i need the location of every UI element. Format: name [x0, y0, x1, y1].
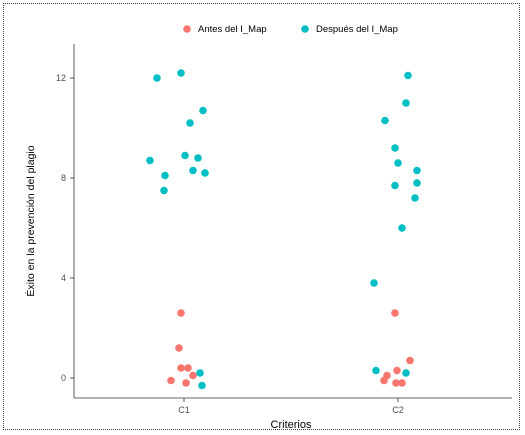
point-despues — [177, 69, 185, 77]
point-despues — [194, 154, 202, 162]
x-tick-label-c2: C2 — [392, 405, 404, 415]
point-despues — [413, 166, 421, 175]
point-antes — [189, 371, 197, 380]
legend-label-despues: Después del I_Map — [316, 24, 398, 35]
point-antes — [406, 356, 414, 365]
legend: Antes del I_Map Después del I_Map — [183, 24, 398, 35]
point-despues — [391, 144, 399, 152]
point-despues — [402, 99, 410, 107]
point-despues — [160, 186, 168, 195]
point-antes — [393, 366, 401, 375]
point-despues — [394, 159, 402, 167]
point-antes — [392, 379, 400, 387]
legend-label-antes: Antes del I_Map — [198, 24, 267, 35]
point-antes — [182, 379, 190, 387]
point-despues — [398, 224, 406, 232]
point-antes — [167, 376, 175, 385]
point-despues — [413, 179, 421, 187]
point-despues — [370, 279, 378, 287]
x-tick-label-c1: C1 — [178, 405, 190, 415]
point-despues — [198, 381, 206, 390]
x-axis-title: Criterios — [271, 419, 312, 431]
y-tick-label: 8 — [61, 173, 66, 183]
point-despues — [181, 151, 189, 160]
point-despues — [201, 169, 209, 177]
y-axis-title: Éxito en la prevención del plagio — [24, 145, 37, 296]
point-despues — [381, 116, 389, 125]
point-antes — [177, 364, 185, 372]
point-antes — [184, 364, 192, 372]
point-antes — [177, 309, 185, 317]
data-points — [146, 69, 421, 390]
y-tick-label: 12 — [56, 73, 66, 83]
point-despues — [402, 369, 410, 377]
y-tick-label: 4 — [61, 273, 66, 283]
legend-marker-antes — [183, 25, 191, 33]
chart-frame — [3, 3, 520, 430]
point-despues — [196, 369, 204, 377]
point-despues — [391, 181, 399, 190]
point-despues — [189, 166, 197, 175]
point-despues — [404, 71, 412, 80]
point-despues — [161, 171, 169, 180]
x-axis-ticks: C1 C2 — [178, 398, 404, 415]
point-despues — [186, 119, 194, 127]
point-antes — [391, 309, 399, 317]
point-despues — [199, 106, 207, 115]
point-antes — [175, 344, 183, 352]
y-tick-label: 0 — [61, 373, 66, 383]
point-despues — [146, 156, 154, 165]
y-axis-ticks: 0 4 8 12 — [56, 73, 74, 383]
point-despues — [411, 194, 419, 202]
point-despues — [153, 74, 161, 82]
point-antes — [398, 379, 406, 387]
legend-marker-despues — [301, 25, 309, 33]
point-antes — [383, 371, 391, 380]
point-despues — [372, 366, 380, 375]
